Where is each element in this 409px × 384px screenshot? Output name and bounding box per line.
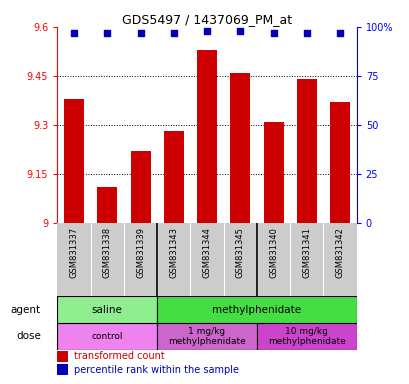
Text: 1 mg/kg
methylphenidate: 1 mg/kg methylphenidate: [168, 327, 245, 346]
Bar: [263, 122, 283, 223]
Point: [137, 30, 144, 36]
Bar: [164, 131, 183, 223]
Text: transformed count: transformed count: [74, 351, 164, 361]
Bar: [157, 296, 356, 323]
Point: [203, 28, 210, 34]
Bar: [130, 151, 150, 223]
Text: dose: dose: [16, 331, 40, 341]
Text: methylphenidate: methylphenidate: [212, 305, 301, 315]
Text: GSM831338: GSM831338: [103, 227, 112, 278]
Text: GSM831337: GSM831337: [70, 227, 79, 278]
Text: percentile rank within the sample: percentile rank within the sample: [74, 365, 238, 375]
Text: GSM831345: GSM831345: [235, 227, 244, 278]
Bar: [64, 99, 84, 223]
Text: GSM831340: GSM831340: [268, 227, 277, 278]
Text: GSM831342: GSM831342: [335, 227, 344, 278]
Polygon shape: [43, 328, 56, 344]
Text: control: control: [91, 332, 123, 341]
Point: [170, 30, 177, 36]
Bar: [97, 187, 117, 223]
Text: 10 mg/kg
methylphenidate: 10 mg/kg methylphenidate: [267, 327, 345, 346]
Bar: [230, 73, 249, 223]
Bar: [57, 296, 157, 323]
Text: agent: agent: [11, 305, 40, 315]
Point: [71, 30, 77, 36]
Point: [104, 30, 110, 36]
Text: GSM831343: GSM831343: [169, 227, 178, 278]
Point: [270, 30, 276, 36]
Polygon shape: [43, 302, 56, 318]
Bar: [57, 323, 157, 350]
Bar: [329, 102, 349, 223]
Bar: [256, 323, 356, 350]
Bar: [197, 50, 216, 223]
Text: GSM831339: GSM831339: [136, 227, 145, 278]
Point: [236, 28, 243, 34]
Point: [303, 30, 309, 36]
Title: GDS5497 / 1437069_PM_at: GDS5497 / 1437069_PM_at: [122, 13, 291, 26]
Bar: [157, 323, 256, 350]
Text: GSM831341: GSM831341: [301, 227, 310, 278]
Bar: [57, 364, 68, 375]
Text: GSM831344: GSM831344: [202, 227, 211, 278]
Text: saline: saline: [92, 305, 122, 315]
Point: [336, 30, 342, 36]
Bar: [57, 351, 68, 362]
Bar: [296, 79, 316, 223]
